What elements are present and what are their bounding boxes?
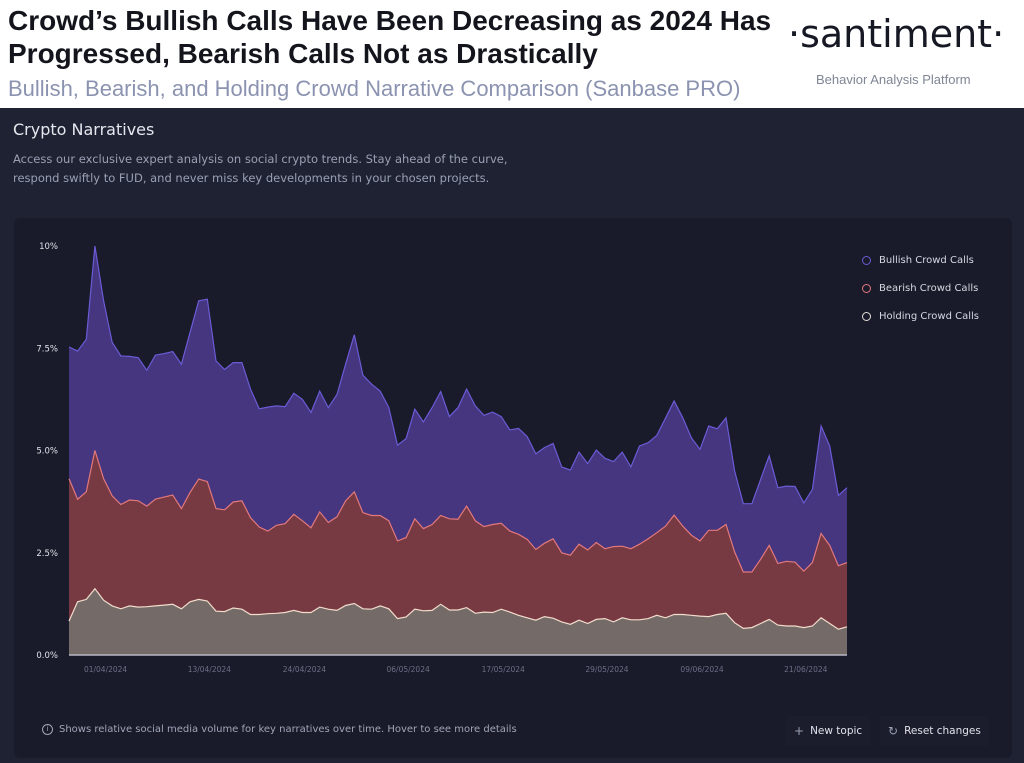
page-title: Crowd’s Bullish Calls Have Been Decreasi… bbox=[8, 5, 772, 69]
x-tick-label: 21/06/2024 bbox=[784, 665, 827, 674]
header: Crowd’s Bullish Calls Have Been Decreasi… bbox=[0, 0, 1024, 108]
footnote-text: Shows relative social media volume for k… bbox=[59, 724, 517, 735]
y-tick-label: 7.5% bbox=[36, 344, 58, 354]
legend-marker-icon bbox=[862, 255, 871, 265]
section-title: Crypto Narratives bbox=[13, 120, 155, 139]
x-tick-label: 24/04/2024 bbox=[283, 665, 326, 674]
area-bearish bbox=[69, 450, 847, 655]
line-bearish bbox=[68, 450, 848, 573]
santiment-logo: ·santiment· bbox=[788, 12, 1005, 56]
legend-item-bullish[interactable]: Bullish Crowd Calls bbox=[862, 246, 979, 274]
x-tick-label: 01/04/2024 bbox=[84, 665, 127, 674]
x-tick-label: 09/06/2024 bbox=[680, 665, 723, 674]
x-tick-label: 13/04/2024 bbox=[188, 665, 231, 674]
legend-label: Bullish Crowd Calls bbox=[879, 254, 974, 266]
y-tick-label: 10% bbox=[39, 242, 58, 252]
legend-label: Holding Crowd Calls bbox=[879, 310, 979, 322]
plus-icon: + bbox=[794, 724, 805, 738]
y-tick-label: 5.0% bbox=[36, 447, 58, 457]
section-description: Access our exclusive expert analysis on … bbox=[13, 152, 508, 185]
reset-label: Reset changes bbox=[904, 725, 981, 737]
area-holding bbox=[69, 588, 847, 655]
x-tick-label: 06/05/2024 bbox=[387, 665, 430, 674]
new-topic-label: New topic bbox=[810, 725, 863, 737]
legend-marker-icon bbox=[862, 283, 871, 293]
logo-tagline: Behavior Analysis Platform bbox=[816, 72, 971, 87]
legend-item-bearish[interactable]: Bearish Crowd Calls bbox=[862, 274, 979, 302]
line-bullish bbox=[68, 245, 848, 505]
new-topic-button[interactable]: + New topic bbox=[786, 716, 871, 746]
legend-item-holding[interactable]: Holding Crowd Calls bbox=[862, 302, 979, 330]
reset-changes-button[interactable]: ↻ Reset changes bbox=[880, 716, 989, 746]
line-holding bbox=[68, 587, 848, 630]
page-subtitle: Bullish, Bearish, and Holding Crowd Narr… bbox=[8, 76, 741, 101]
legend-label: Bearish Crowd Calls bbox=[879, 282, 979, 294]
y-tick-label: 0.0% bbox=[36, 651, 58, 661]
chart-legend: Bullish Crowd Calls Bearish Crowd Calls … bbox=[862, 246, 979, 330]
legend-marker-icon bbox=[862, 311, 871, 321]
refresh-icon: ↻ bbox=[888, 724, 899, 738]
x-tick-label: 17/05/2024 bbox=[482, 665, 525, 674]
y-tick-label: 2.5% bbox=[36, 549, 58, 559]
x-tick-label: 29/05/2024 bbox=[585, 665, 628, 674]
info-icon: i bbox=[42, 724, 53, 735]
chart-footnote: i Shows relative social media volume for… bbox=[42, 724, 517, 735]
